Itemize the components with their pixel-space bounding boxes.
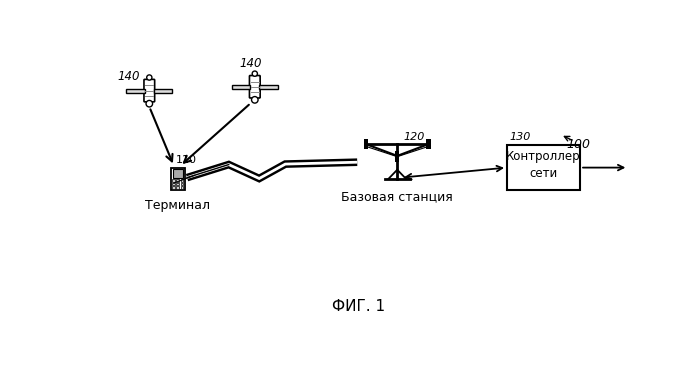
FancyBboxPatch shape	[249, 75, 260, 98]
Text: 120: 120	[403, 132, 425, 142]
Bar	[173, 169, 183, 178]
Bar	[364, 139, 368, 149]
Bar	[172, 179, 175, 182]
Bar	[507, 145, 580, 190]
Bar	[181, 179, 183, 182]
Circle shape	[251, 97, 258, 103]
Text: 140: 140	[239, 57, 262, 70]
Text: Контроллер
сети: Контроллер сети	[506, 150, 581, 180]
Text: Терминал: Терминал	[146, 199, 210, 212]
Text: 140: 140	[117, 70, 139, 83]
Bar	[232, 85, 250, 89]
Bar	[176, 183, 178, 185]
FancyBboxPatch shape	[144, 79, 155, 102]
Text: ФИГ. 1: ФИГ. 1	[332, 299, 385, 314]
Bar	[172, 183, 175, 185]
Bar	[176, 186, 178, 189]
Circle shape	[146, 100, 153, 107]
Text: 130: 130	[510, 132, 531, 142]
Text: Базовая станция: Базовая станция	[342, 191, 453, 204]
Bar	[172, 186, 175, 189]
Circle shape	[252, 71, 258, 76]
Bar	[426, 139, 430, 149]
Bar	[127, 89, 145, 92]
Bar	[395, 151, 399, 162]
Bar	[260, 85, 278, 89]
Bar	[154, 89, 172, 92]
Text: 110: 110	[176, 155, 197, 165]
Bar	[181, 186, 183, 189]
Circle shape	[147, 75, 152, 80]
Text: 100: 100	[567, 138, 591, 151]
Bar	[176, 179, 178, 182]
Bar	[181, 183, 183, 185]
Bar	[171, 168, 185, 190]
